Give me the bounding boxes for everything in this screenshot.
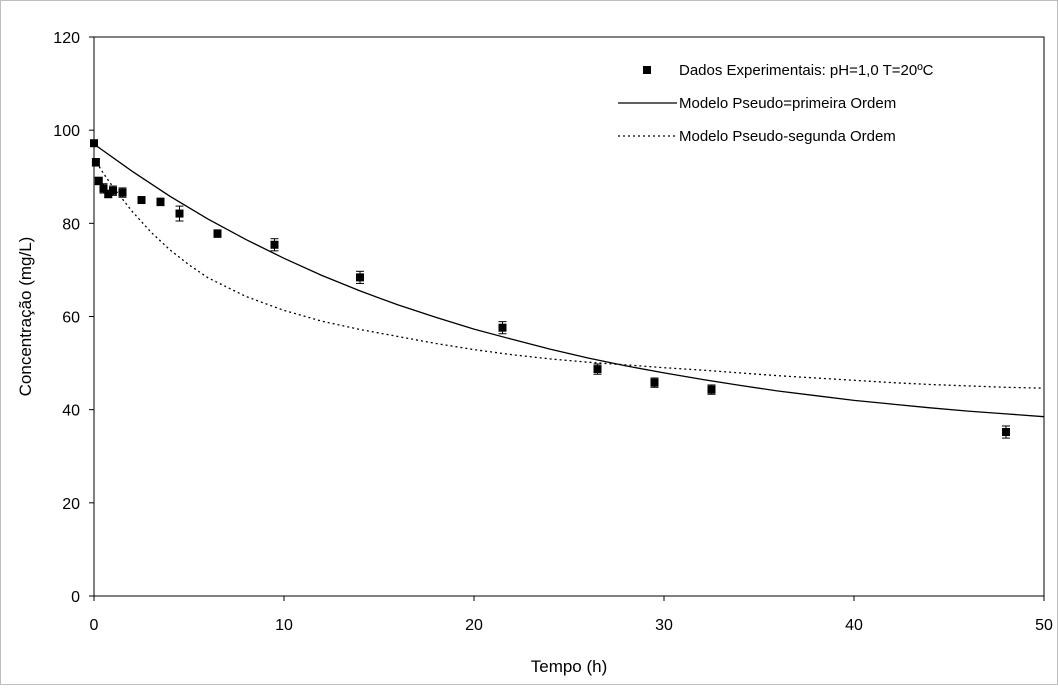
x-axis-title: Tempo (h): [531, 657, 608, 676]
x-tick-label: 20: [465, 617, 483, 634]
legend: Dados Experimentais: pH=1,0 T=20ºC Modelo…: [618, 62, 934, 145]
data-point: [175, 209, 184, 218]
data-point: [104, 189, 113, 198]
data-point: [498, 323, 507, 332]
data-point: [109, 186, 117, 195]
legend-swatch: [643, 66, 651, 74]
y-tick-label: 0: [71, 589, 80, 606]
pseudo-first-order-curve: [93, 143, 1045, 418]
legend-entry: Dados Experimentais: pH=1,0 T=20ºC: [643, 62, 934, 79]
y-tick-label: 20: [62, 496, 80, 513]
data-point: [650, 378, 659, 387]
series-3: [93, 157, 1045, 389]
data-point: [118, 188, 127, 197]
x-tick-label: 0: [90, 617, 99, 634]
legend-entry: Modelo Pseudo=primeira Ordem: [618, 95, 896, 112]
legend-entry: Modelo Pseudo-segunda Ordem: [618, 128, 896, 145]
legend-label: Modelo Pseudo-segunda Ordem: [679, 128, 896, 145]
series-2: [93, 143, 1045, 418]
y-tick-label: 60: [62, 310, 80, 327]
data-point: [90, 139, 98, 148]
data-point: [1002, 428, 1010, 437]
legend-label: Modelo Pseudo=primeira Ordem: [679, 95, 896, 112]
data-point: [91, 158, 100, 167]
data-point: [707, 385, 716, 394]
data-point: [270, 240, 279, 249]
data-point: [137, 196, 146, 205]
data-point: [99, 184, 108, 193]
data-point: [213, 229, 222, 238]
data-point: [356, 273, 364, 282]
y-tick-label: 100: [53, 123, 80, 140]
legend-label: Dados Experimentais: pH=1,0 T=20ºC: [679, 62, 934, 79]
data-point: [593, 365, 602, 374]
data-point: [156, 197, 165, 206]
y-tick-label: 120: [53, 30, 80, 47]
x-tick-label: 50: [1035, 617, 1053, 634]
series-1: [90, 139, 1010, 439]
pseudo-second-order-curve: [93, 157, 1045, 389]
x-tick-label: 40: [845, 617, 863, 634]
x-tick-label: 30: [655, 617, 673, 634]
data-point: [94, 176, 103, 185]
x-tick-label: 10: [275, 617, 293, 634]
y-tick-label: 40: [62, 403, 80, 420]
y-axis-title: Concentração (mg/L): [16, 237, 35, 397]
y-tick-label: 80: [62, 216, 80, 233]
